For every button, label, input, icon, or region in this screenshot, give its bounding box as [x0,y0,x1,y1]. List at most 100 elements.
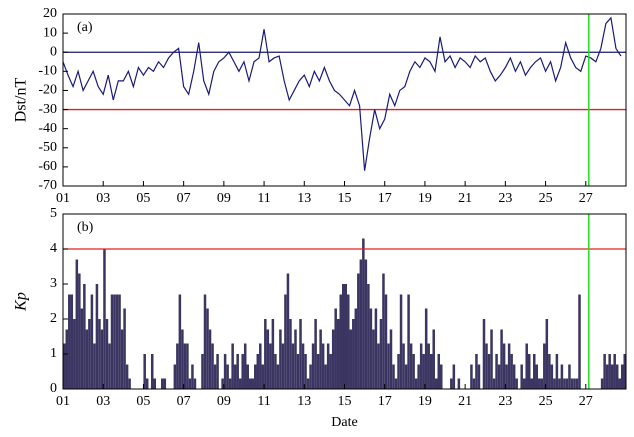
bar [231,343,234,389]
x-tick-label: 05 [136,191,150,206]
bar [432,329,435,389]
bar [243,343,247,389]
bar [352,319,355,389]
bar [359,259,363,389]
bar [550,364,554,389]
y-tick-label: 1 [50,346,57,361]
bar [525,343,528,389]
x-tick-label: 27 [579,394,593,409]
bar [399,294,403,389]
bar [213,364,217,389]
bar [208,329,212,389]
bar [113,294,116,389]
bar [329,354,332,389]
bar [294,329,297,389]
bar [228,378,232,389]
bar [412,354,415,389]
bar [63,343,66,389]
bar [115,294,119,389]
bar [472,378,476,389]
bar [623,354,626,389]
x-tick-label: 13 [297,394,311,409]
y-tick-label: -40 [38,121,57,136]
bar [545,319,549,389]
bar [520,364,523,389]
bar [95,284,99,389]
x-tick-label: 25 [539,394,553,409]
bar [110,294,114,389]
y-tick-label: 5 [50,206,57,221]
bar [281,343,285,389]
x-tick-label: 07 [177,191,191,206]
bar [236,354,239,389]
bar [65,329,69,389]
x-tick-label: 03 [96,394,110,409]
panel-annotation: (b) [77,220,94,235]
bar [538,378,541,389]
bar [543,343,546,389]
bar [429,354,433,389]
x-tick-label: 05 [136,394,150,409]
bar [261,364,265,389]
bar [507,343,511,389]
bar [354,308,358,389]
bar [357,273,360,389]
bar [314,319,317,389]
bar [615,364,619,389]
bar [334,308,337,389]
y-tick-label: 10 [43,25,57,40]
bar [495,354,498,389]
bar [85,329,89,389]
bar [321,343,325,389]
bar [419,343,423,389]
bar [274,354,277,389]
bar [254,364,257,389]
bar [369,308,373,389]
y-tick-label: 0 [50,381,57,396]
bar [394,378,398,389]
bar [424,308,428,389]
bar [475,354,478,389]
x-tick-label: 19 [418,191,432,206]
bar [613,354,616,389]
bar [304,354,307,389]
y-tick-label: 4 [50,241,57,256]
bar [93,343,96,389]
bar [409,343,413,389]
bar [341,284,345,389]
bar [206,308,209,389]
bar [306,378,310,389]
bar [221,378,224,389]
bar [161,378,164,389]
bar [374,308,378,389]
bar [108,343,111,389]
y-tick-label: -30 [38,102,57,117]
bar [440,364,443,389]
x-tick-label: 07 [177,394,191,409]
bar [558,378,561,389]
bar [407,294,410,389]
bar [570,378,574,389]
bar [309,364,312,389]
bar [344,284,348,389]
bar [502,343,506,389]
bar [266,329,270,389]
bar [500,329,503,389]
bar [387,343,390,389]
bar [389,329,393,389]
y-tick-label: -50 [38,140,57,155]
bar [153,378,156,389]
bar [284,294,287,389]
bar [100,329,104,389]
bar [492,378,496,389]
bar [533,354,536,389]
bar [422,354,425,389]
bar [384,294,388,389]
bar [73,319,76,389]
bar [331,329,335,389]
x-tick-label: 01 [56,394,70,409]
bar [118,294,121,389]
bar [578,294,581,389]
bar [223,354,227,389]
bar [402,343,405,389]
